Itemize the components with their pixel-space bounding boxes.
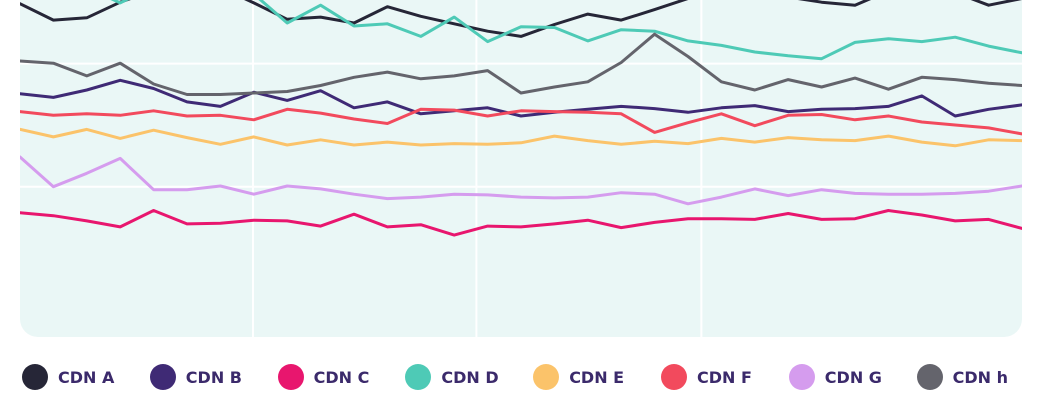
series-line-cdn-b xyxy=(20,78,1022,118)
series-lines xyxy=(20,0,1022,237)
legend-label: CDN h xyxy=(952,367,1008,387)
legend-label: CDN C xyxy=(313,367,370,387)
plot-background xyxy=(20,0,1022,337)
series-line-cdn-d xyxy=(110,0,1022,61)
series-line-cdn-f xyxy=(20,107,1022,136)
legend-label: CDN F xyxy=(697,367,752,387)
series-line-cdn-g xyxy=(20,155,1022,206)
legend-swatch xyxy=(916,364,943,390)
legend-swatch xyxy=(661,364,687,390)
series-line-cdn-c xyxy=(20,209,1022,237)
legend-swatch xyxy=(788,364,815,390)
legend-swatch xyxy=(533,364,560,390)
legend-swatch xyxy=(149,364,176,390)
line-chart xyxy=(20,0,1022,337)
legend-label: CDN D xyxy=(441,367,499,387)
legend-item-cdn-g[interactable]: CDN G xyxy=(788,363,882,391)
series-line-cdn-h xyxy=(20,32,1022,96)
legend-label: CDN A xyxy=(58,367,115,387)
legend-item-cdn-e[interactable]: CDN E xyxy=(533,363,624,391)
legend-swatch xyxy=(22,364,48,390)
legend-item-cdn-b[interactable]: CDN B xyxy=(149,363,242,391)
legend: CDN A CDN B CDN C CDN D CDN E CDN F CDN G CDN h xyxy=(22,363,1032,393)
legend-item-cdn-a[interactable]: CDN A xyxy=(22,363,114,391)
legend-label: CDN B xyxy=(185,367,242,387)
legend-item-cdn-f[interactable]: CDN F xyxy=(661,363,752,391)
legend-item-cdn-c[interactable]: CDN C xyxy=(277,363,370,391)
legend-label: CDN G xyxy=(824,367,882,387)
series-line-cdn-a xyxy=(20,0,1022,38)
legend-swatch xyxy=(405,364,432,390)
legend-swatch xyxy=(277,364,304,390)
gridlines xyxy=(20,0,1022,337)
series-line-cdn-e xyxy=(20,127,1022,148)
legend-label: CDN E xyxy=(569,367,625,387)
legend-item-cdn-h[interactable]: CDN h xyxy=(916,363,1008,391)
legend-item-cdn-d[interactable]: CDN D xyxy=(405,363,499,391)
